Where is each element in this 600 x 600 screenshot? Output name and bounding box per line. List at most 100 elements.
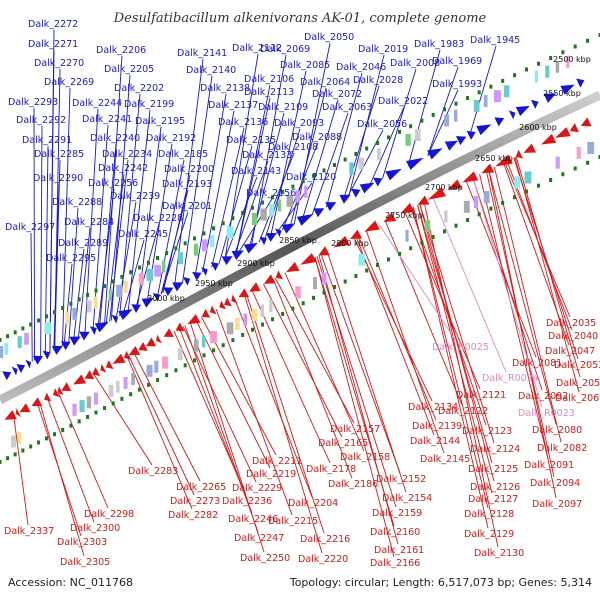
forward-gene-label: Dalk_2143 bbox=[231, 166, 281, 177]
cog-feature-block bbox=[123, 376, 128, 389]
reverse-gene-arrow bbox=[100, 363, 107, 373]
reverse-gene-arrow bbox=[523, 143, 536, 153]
forward-gene-callout bbox=[235, 84, 271, 255]
reverse-gene-arrow bbox=[15, 408, 22, 417]
scale-dot bbox=[251, 327, 255, 332]
cog-feature-block bbox=[483, 191, 490, 204]
rna-gene-callout bbox=[472, 177, 543, 408]
reverse-gene-label: Dalk_2157 bbox=[330, 424, 380, 435]
reverse-gene-callout bbox=[245, 292, 325, 534]
forward-gene-callout bbox=[311, 112, 349, 215]
scale-dot bbox=[13, 330, 17, 335]
reverse-gene-callout bbox=[419, 203, 495, 444]
reverse-gene-label: Dalk_2123 bbox=[462, 426, 512, 437]
reverse-gene-callout bbox=[234, 298, 313, 498]
reverse-gene-callout bbox=[13, 415, 29, 526]
cog-feature-block bbox=[424, 220, 431, 233]
forward-gene-callout bbox=[173, 58, 204, 288]
scale-dot bbox=[501, 200, 505, 205]
forward-gene-callout bbox=[182, 75, 213, 283]
reverse-gene-callout bbox=[493, 166, 562, 443]
forward-gene-label: Dalk_2239 bbox=[110, 191, 160, 202]
forward-gene-label: Dalk_2200 bbox=[164, 164, 214, 175]
cog-feature-block bbox=[260, 304, 264, 317]
scale-dot bbox=[561, 172, 565, 177]
scale-dot bbox=[343, 279, 347, 284]
scale-dot bbox=[29, 444, 33, 449]
reverse-gene-callout bbox=[365, 230, 445, 454]
forward-gene-callout bbox=[49, 49, 55, 353]
reverse-gene-label: Dalk_2057 bbox=[556, 378, 600, 389]
forward-gene-label: Dalk_2056 bbox=[357, 119, 407, 130]
reverse-gene-arrow bbox=[57, 386, 64, 396]
scale-dot bbox=[573, 44, 577, 49]
reverse-gene-arrow bbox=[219, 300, 226, 310]
reverse-gene-arrow bbox=[383, 212, 397, 222]
reverse-gene-arrow bbox=[201, 308, 211, 318]
reverse-gene-callout bbox=[417, 204, 493, 494]
reverse-gene-label: Dalk_2158 bbox=[340, 452, 390, 463]
scale-dot bbox=[312, 173, 316, 178]
forward-gene-arrow bbox=[281, 223, 296, 234]
reverse-gene-arrow bbox=[333, 235, 350, 248]
reverse-gene-label: Dalk_2125 bbox=[468, 464, 518, 475]
forward-gene-callout bbox=[218, 145, 253, 264]
reverse-gene-label: Dalk_2130 bbox=[474, 548, 524, 559]
scale-dot bbox=[21, 448, 25, 453]
forward-gene-label: Dalk_2201 bbox=[162, 201, 212, 212]
scale-dot bbox=[398, 251, 402, 256]
cog-feature-block bbox=[473, 195, 479, 208]
cog-feature-block bbox=[226, 322, 234, 335]
cog-feature-block bbox=[146, 268, 154, 281]
scale-dot bbox=[221, 221, 225, 226]
reverse-gene-arrow bbox=[462, 171, 479, 183]
scale-dot bbox=[586, 160, 590, 165]
forward-gene-label: Dalk_2240 bbox=[90, 133, 140, 144]
scale-dot bbox=[549, 55, 553, 60]
reverse-gene-label: Dalk_2080 bbox=[532, 425, 582, 436]
reverse-gene-label: Dalk_2283 bbox=[128, 466, 178, 477]
cog-feature-block bbox=[226, 226, 234, 239]
reverse-gene-label: Dalk_2216 bbox=[300, 534, 350, 545]
forward-gene-label: Dalk_2156 bbox=[246, 188, 296, 199]
forward-gene-label: Dalk_2072 bbox=[312, 89, 362, 100]
forward-gene-callout bbox=[135, 223, 160, 308]
forward-gene-label: Dalk_1983 bbox=[414, 39, 464, 50]
scale-dot bbox=[573, 166, 577, 171]
forward-gene-callout bbox=[40, 125, 43, 358]
reverse-gene-label: Dalk_2082 bbox=[537, 443, 587, 454]
forward-gene-label: Dalk_2293 bbox=[8, 97, 58, 108]
forward-gene-label: Dalk_2193 bbox=[162, 179, 212, 190]
reverse-gene-arrow bbox=[238, 288, 250, 298]
forward-gene-callout bbox=[160, 211, 189, 295]
scale-dot bbox=[53, 432, 57, 437]
forward-gene-label: Dalk_2093 bbox=[274, 118, 324, 129]
forward-gene-label: Dalk_2270 bbox=[34, 58, 84, 69]
cog-feature-block bbox=[534, 70, 539, 83]
forward-gene-label: Dalk_2120 bbox=[286, 172, 336, 183]
forward-gene-callout bbox=[223, 176, 258, 262]
scale-dot bbox=[549, 177, 553, 182]
forward-gene-callout bbox=[99, 143, 117, 327]
forward-gene-callout bbox=[97, 188, 115, 328]
forward-gene-arrow bbox=[111, 314, 119, 324]
scale-tick-label: 2550 kbp bbox=[543, 89, 581, 98]
scale-dot bbox=[202, 353, 206, 358]
scale-dot bbox=[120, 274, 124, 279]
scale-dot bbox=[212, 348, 216, 353]
reverse-gene-arrow bbox=[19, 403, 31, 413]
reverse-gene-arrow bbox=[145, 337, 157, 347]
forward-gene-arrow bbox=[543, 93, 557, 103]
scale-tick-label: 2650 kbp bbox=[475, 154, 513, 163]
reverse-gene-arrow bbox=[580, 117, 592, 127]
scale-dot bbox=[193, 236, 197, 241]
cog-feature-block bbox=[177, 252, 184, 265]
reverse-gene-arrow bbox=[73, 374, 87, 385]
forward-gene-label: Dalk_2136 bbox=[218, 117, 268, 128]
forward-gene-arrow bbox=[508, 110, 516, 120]
cog-feature-block bbox=[358, 253, 365, 266]
scale-dot bbox=[174, 246, 178, 251]
forward-gene-label: Dalk_2228 bbox=[133, 213, 183, 224]
reverse-gene-callout bbox=[465, 180, 537, 358]
scale-dot bbox=[431, 112, 435, 117]
